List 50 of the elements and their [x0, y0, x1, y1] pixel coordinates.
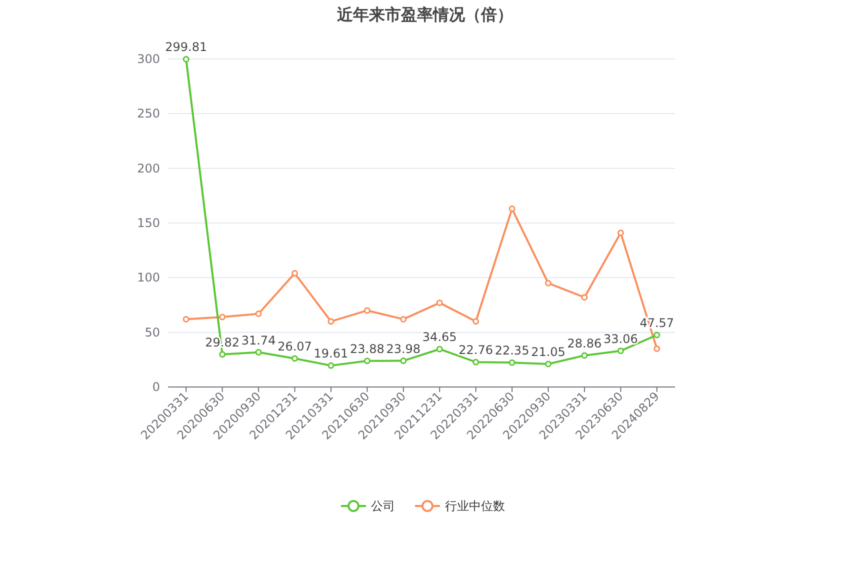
data-label: 299.81	[165, 40, 208, 54]
point	[364, 358, 370, 364]
point	[545, 280, 552, 286]
point	[182, 56, 190, 62]
point	[255, 310, 262, 317]
point	[400, 316, 407, 322]
data-label: 23.98	[386, 342, 421, 356]
y-tick-label: 300	[137, 52, 160, 66]
point	[581, 294, 588, 301]
data-label: 26.07	[278, 339, 312, 354]
point	[617, 348, 624, 354]
data-label: 21.05	[531, 344, 566, 359]
y-tick-label: 50	[144, 325, 160, 340]
y-tick-label: 150	[137, 216, 160, 230]
legend-label: 行业中位数	[445, 499, 505, 513]
point	[508, 206, 516, 212]
point	[581, 352, 588, 359]
point	[508, 359, 516, 366]
point	[182, 316, 190, 322]
point	[255, 349, 262, 356]
data-label: 31.74	[241, 333, 276, 348]
point	[654, 345, 660, 352]
data-label: 23.88	[350, 342, 384, 356]
data-label: 28.86	[567, 336, 602, 350]
y-tick-label: 200	[137, 161, 160, 176]
data-label: 22.35	[494, 344, 530, 358]
point	[292, 355, 298, 362]
point	[472, 318, 480, 325]
y-tick-label: 100	[137, 270, 160, 285]
point	[292, 270, 298, 277]
point	[472, 358, 480, 366]
point	[654, 332, 660, 338]
data-label: 22.76	[458, 343, 493, 358]
point	[400, 358, 407, 364]
point	[328, 318, 334, 325]
point	[364, 307, 370, 314]
point	[219, 314, 226, 320]
data-label: 19.61	[314, 346, 348, 361]
point	[436, 300, 443, 306]
point	[328, 362, 334, 369]
point	[436, 346, 443, 352]
point	[219, 351, 226, 358]
point	[617, 230, 624, 236]
data-label: 33.06	[604, 332, 638, 346]
point	[545, 360, 552, 368]
data-label: 34.65	[422, 330, 457, 344]
y-tick-label: 0	[152, 380, 160, 394]
legend-label: 公司	[371, 499, 395, 513]
y-tick-label: 250	[137, 106, 160, 121]
chart-title: 近年来市盈率情况（倍）	[336, 5, 513, 24]
